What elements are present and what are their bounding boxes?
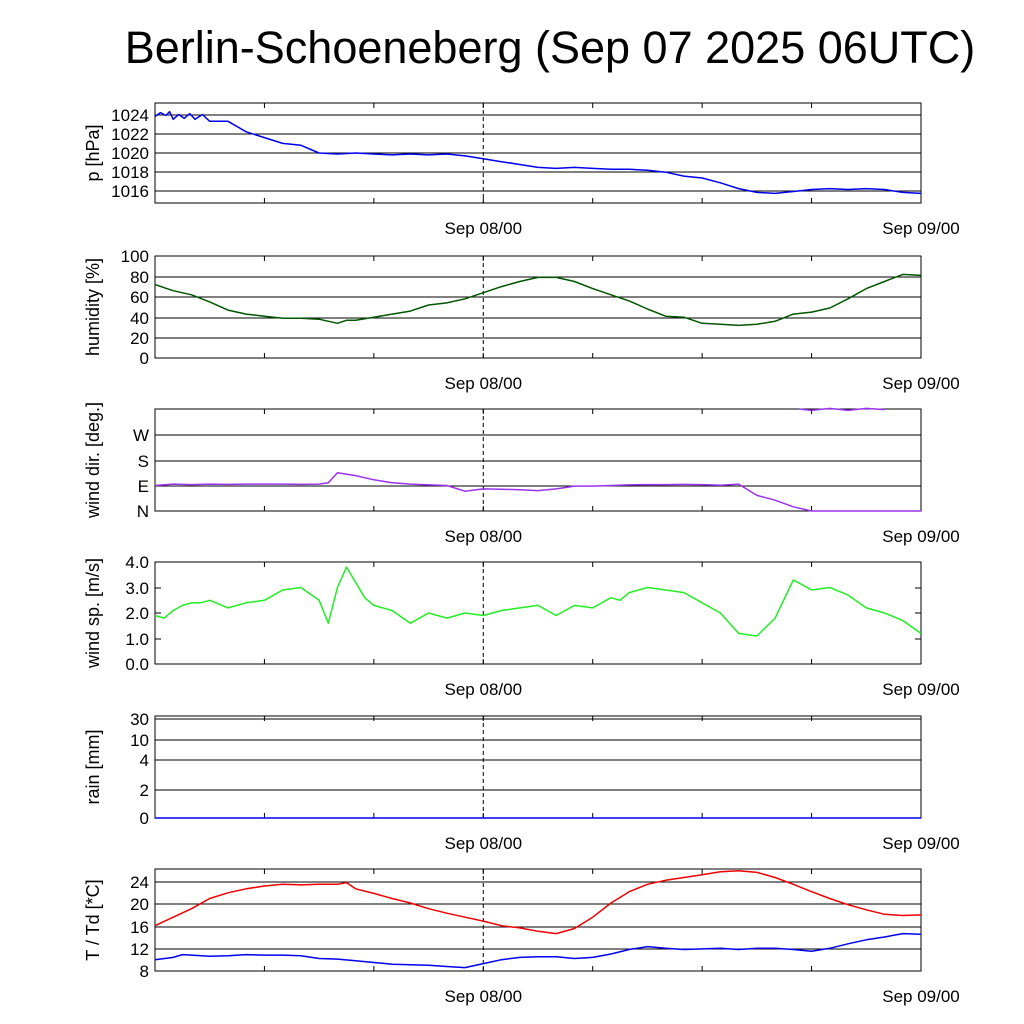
panel-4: 0.0 1.0 2.0 3.0 4.0 Sep 08/00 Sep 09/00 wind sp… xyxy=(83,553,960,699)
y-tick-label: 20 xyxy=(130,329,149,348)
y-tick-label: 12 xyxy=(130,940,149,959)
y-tick-label: 30 xyxy=(130,710,149,729)
x-tick-label: Sep 09/00 xyxy=(882,680,960,699)
y-tick-label: E xyxy=(138,477,149,496)
y-tick-label: 16 xyxy=(130,918,149,937)
y-tick-label: 100 xyxy=(121,247,149,266)
y-tick-label: 1022 xyxy=(111,125,149,144)
series-line-2 xyxy=(798,407,885,412)
y-tick-label: 80 xyxy=(130,268,149,287)
y-tick-label: 1016 xyxy=(111,182,149,201)
chart-title: Berlin-Schoeneberg (Sep 07 2025 06UTC) xyxy=(124,22,976,73)
y-tick-label: 3.0 xyxy=(125,579,149,598)
series-line-1 xyxy=(154,273,922,327)
y-axis-label: p [hPa] xyxy=(83,124,103,181)
y-tick-label: N xyxy=(137,502,149,521)
y-tick-label: 1020 xyxy=(111,144,149,163)
series-line-1 xyxy=(154,869,922,935)
plot-frame xyxy=(154,715,922,819)
y-tick-label: 1024 xyxy=(111,106,149,125)
y-tick-label: S xyxy=(138,452,149,471)
series-line-2 xyxy=(154,932,922,969)
y-axis-label: wind sp. [m/s] xyxy=(83,558,103,669)
x-tick-label: Sep 09/00 xyxy=(882,527,960,546)
x-tick-label: Sep 08/00 xyxy=(445,219,523,238)
x-tick-label: Sep 08/00 xyxy=(445,374,523,393)
series-line-1 xyxy=(154,566,922,637)
plot-frame xyxy=(154,561,922,665)
y-tick-label: 2.0 xyxy=(125,604,149,623)
y-tick-label: 2 xyxy=(140,781,149,800)
series-line-1 xyxy=(154,110,922,195)
y-axis-label: humidity [%] xyxy=(83,258,103,356)
y-tick-label: 1018 xyxy=(111,163,149,182)
x-tick-label: Sep 08/00 xyxy=(445,834,523,853)
y-tick-label: 4.0 xyxy=(125,553,149,572)
y-axis-label: wind dir. [deg.] xyxy=(83,402,103,519)
panel-6: 8 12 16 20 24 Sep 08/00 Sep 09/00 T / Td [*C] xyxy=(83,868,960,1006)
y-tick-label: 20 xyxy=(130,895,149,914)
x-tick-label: Sep 09/00 xyxy=(882,987,960,1006)
series-line-1 xyxy=(154,472,921,512)
x-tick-label: Sep 09/00 xyxy=(882,834,960,853)
y-axis-label: rain [mm] xyxy=(83,729,103,804)
y-tick-label: W xyxy=(133,426,149,445)
y-tick-label: 60 xyxy=(130,288,149,307)
y-tick-label: 0 xyxy=(140,349,149,368)
y-tick-label: 0 xyxy=(140,809,149,828)
y-axis-label: T / Td [*C] xyxy=(83,879,103,960)
x-tick-label: Sep 08/00 xyxy=(445,680,523,699)
x-tick-label: Sep 08/00 xyxy=(445,987,523,1006)
y-tick-label: 10 xyxy=(130,731,149,750)
y-tick-label: 40 xyxy=(130,309,149,328)
x-tick-label: Sep 08/00 xyxy=(445,527,523,546)
plot-frame xyxy=(154,408,922,512)
y-tick-label: 1.0 xyxy=(125,630,149,649)
x-tick-label: Sep 09/00 xyxy=(882,374,960,393)
y-tick-label: 24 xyxy=(130,873,149,892)
panel-5: 0 2 410 30 Sep 08/00 Sep 09/00 rain [mm] xyxy=(83,710,960,853)
x-tick-label: Sep 09/00 xyxy=(882,219,960,238)
plot-frame xyxy=(154,255,922,359)
y-tick-label: 8 xyxy=(140,962,149,981)
y-tick-label: 0.0 xyxy=(125,655,149,674)
y-tick-label: 4 xyxy=(140,751,149,770)
